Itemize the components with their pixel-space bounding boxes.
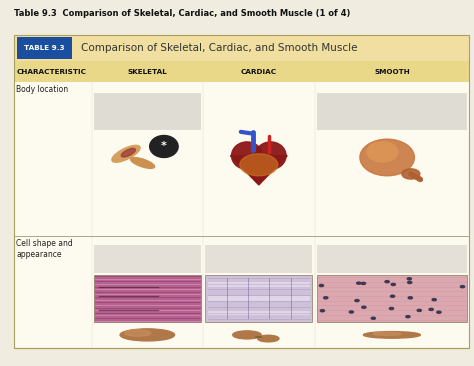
FancyBboxPatch shape: [94, 93, 201, 130]
Ellipse shape: [255, 142, 286, 169]
Text: Cell shape and
appearance: Cell shape and appearance: [16, 239, 73, 259]
Ellipse shape: [120, 329, 174, 341]
Text: Table 9.3  Comparison of Skeletal, Cardiac, and Smooth Muscle (1 of 4): Table 9.3 Comparison of Skeletal, Cardia…: [14, 9, 351, 18]
Ellipse shape: [408, 297, 412, 299]
Ellipse shape: [324, 297, 328, 299]
Ellipse shape: [125, 330, 151, 336]
FancyBboxPatch shape: [208, 296, 310, 301]
Text: *: *: [161, 142, 167, 152]
Text: CARDIAC: CARDIAC: [241, 69, 277, 75]
Ellipse shape: [131, 158, 155, 168]
Text: Body location: Body location: [16, 85, 68, 94]
Ellipse shape: [385, 281, 389, 283]
Ellipse shape: [356, 282, 361, 284]
Ellipse shape: [417, 309, 421, 311]
Ellipse shape: [391, 295, 395, 297]
FancyBboxPatch shape: [208, 311, 310, 315]
FancyBboxPatch shape: [14, 35, 469, 61]
Ellipse shape: [432, 299, 437, 301]
Text: SMOOTH: SMOOTH: [374, 69, 410, 75]
Text: Comparison of Skeletal, Cardiac, and Smooth Muscle: Comparison of Skeletal, Cardiac, and Smo…: [81, 43, 357, 53]
Ellipse shape: [389, 307, 393, 310]
Ellipse shape: [258, 335, 279, 342]
FancyBboxPatch shape: [94, 246, 201, 273]
FancyBboxPatch shape: [208, 282, 310, 287]
FancyBboxPatch shape: [94, 274, 201, 322]
Ellipse shape: [407, 278, 411, 280]
Circle shape: [150, 135, 178, 157]
FancyBboxPatch shape: [317, 93, 467, 130]
Ellipse shape: [320, 310, 325, 312]
Ellipse shape: [371, 317, 375, 320]
Ellipse shape: [437, 311, 441, 313]
Ellipse shape: [355, 299, 359, 302]
Ellipse shape: [391, 283, 395, 285]
Text: TABLE 9.3: TABLE 9.3: [24, 45, 64, 51]
Ellipse shape: [408, 281, 412, 284]
Ellipse shape: [429, 308, 433, 310]
Ellipse shape: [349, 311, 354, 313]
Ellipse shape: [373, 332, 401, 335]
Ellipse shape: [361, 282, 365, 284]
FancyBboxPatch shape: [14, 236, 469, 348]
FancyBboxPatch shape: [205, 274, 312, 322]
Ellipse shape: [231, 142, 263, 169]
Ellipse shape: [360, 139, 414, 176]
FancyBboxPatch shape: [317, 274, 467, 322]
FancyBboxPatch shape: [317, 246, 467, 273]
Ellipse shape: [240, 154, 278, 176]
Ellipse shape: [233, 331, 261, 339]
Ellipse shape: [112, 145, 140, 162]
Polygon shape: [230, 156, 287, 185]
FancyBboxPatch shape: [17, 37, 72, 59]
Ellipse shape: [402, 169, 420, 179]
Text: SKELETAL: SKELETAL: [128, 69, 167, 75]
FancyBboxPatch shape: [205, 246, 312, 273]
Text: CHARACTERISTIC: CHARACTERISTIC: [17, 69, 87, 75]
Ellipse shape: [364, 332, 420, 338]
FancyBboxPatch shape: [14, 82, 469, 236]
Ellipse shape: [319, 284, 324, 287]
Ellipse shape: [367, 142, 398, 162]
FancyBboxPatch shape: [14, 61, 469, 82]
Ellipse shape: [406, 315, 410, 318]
Ellipse shape: [121, 148, 136, 157]
Ellipse shape: [460, 285, 465, 288]
Ellipse shape: [362, 306, 366, 309]
